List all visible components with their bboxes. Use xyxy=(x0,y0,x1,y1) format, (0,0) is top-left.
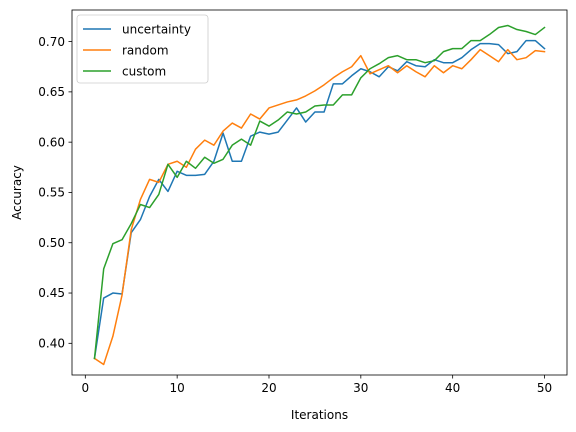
x-tick-label: 50 xyxy=(537,381,552,395)
legend-label-uncertainty: uncertainty xyxy=(122,22,191,36)
y-axis-ticks: 0.40 0.45 0.50 0.55 0.60 0.65 0.70 xyxy=(38,35,72,351)
y-tick-label: 0.45 xyxy=(38,286,65,300)
y-tick-label: 0.50 xyxy=(38,236,65,250)
x-axis-label: Iterations xyxy=(291,408,348,422)
x-tick-label: 40 xyxy=(445,381,460,395)
x-tick-label: 30 xyxy=(353,381,368,395)
x-tick-label: 0 xyxy=(81,381,89,395)
y-tick-label: 0.40 xyxy=(38,337,65,351)
legend-box xyxy=(76,14,209,84)
y-tick-label: 0.65 xyxy=(38,85,65,99)
series-line-uncertainty xyxy=(93,39,546,360)
y-tick-label: 0.70 xyxy=(38,35,65,49)
series-line-random xyxy=(93,48,546,366)
plot-lines xyxy=(93,24,546,366)
legend: uncertainty random custom xyxy=(76,14,209,84)
y-tick-label: 0.60 xyxy=(38,135,65,149)
x-axis-ticks: 0 10 20 30 40 50 xyxy=(81,375,552,395)
y-tick-label: 0.55 xyxy=(38,186,65,200)
legend-label-custom: custom xyxy=(122,64,166,78)
x-tick-label: 10 xyxy=(170,381,185,395)
x-tick-label: 20 xyxy=(261,381,276,395)
legend-label-random: random xyxy=(122,43,169,57)
y-axis-label: Accuracy xyxy=(10,165,24,220)
series-line-custom xyxy=(93,24,546,360)
